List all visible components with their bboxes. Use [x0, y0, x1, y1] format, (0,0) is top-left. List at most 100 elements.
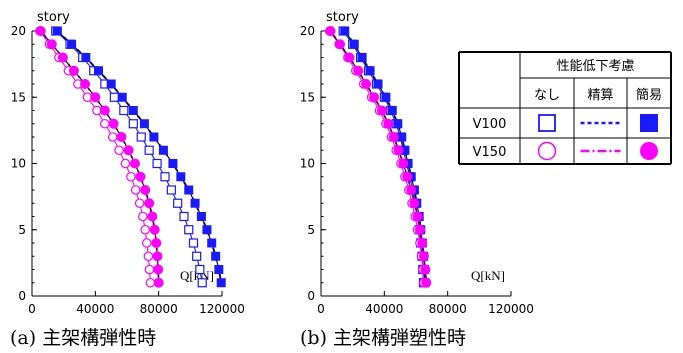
legend-row-label: V100 [473, 117, 507, 132]
chart-a-data-point [160, 172, 170, 182]
chart-a-caption: (a) 主架構弾性時 [10, 327, 156, 349]
chart-b-data-point [365, 66, 375, 76]
chart-a-data-point [151, 238, 162, 248]
chart-b-data-point [369, 92, 380, 103]
chart-a-x-tick-label: 80000 [140, 302, 178, 316]
chart-b-x-tick-label: 0 [317, 302, 325, 316]
chart-b-data-point [400, 145, 410, 155]
chart-a-data-point [144, 145, 154, 155]
chart-b-data-point [421, 277, 432, 288]
chart-b-data-point [409, 198, 420, 209]
chart-b-data-point [417, 238, 428, 248]
chart-a-data-point [140, 185, 151, 195]
chart-a-data-point [145, 277, 156, 288]
chart-b-y-tick-label: 20 [300, 24, 315, 38]
chart-b-data-point [353, 65, 364, 76]
chart-a-data-point [190, 198, 200, 208]
chart-a-data-point [168, 159, 178, 168]
chart-b-data-point [398, 158, 409, 169]
chart-a-data-point [35, 26, 46, 36]
legend-column-label: 精算 [587, 88, 613, 103]
chart-a-data-point [195, 264, 205, 275]
chart-a-data-point [57, 52, 68, 63]
chart-a-data-point [143, 251, 154, 262]
chart-a-data-point [107, 132, 118, 142]
chart-b-data-point [383, 118, 394, 129]
chart-a-data-point [114, 145, 124, 156]
chart-b-data-point [393, 119, 403, 129]
chart-a-data-point [128, 106, 138, 115]
chart-a-data-point [153, 277, 164, 288]
chart-b-data-point [361, 79, 372, 89]
chart-a-ylabel: story [37, 10, 70, 25]
chart-b-y-tick-label: 0 [307, 289, 315, 303]
chart-b-x-tick-label: 80000 [429, 302, 467, 316]
chart-b-data-point [349, 39, 359, 49]
chart-a-data-point [158, 145, 168, 155]
chart-a-data-point [106, 79, 116, 89]
legend-circle-open [537, 141, 557, 161]
chart-b-data-point [344, 52, 355, 63]
chart-a-data-point [128, 119, 138, 129]
chart-a-data-point [192, 251, 202, 261]
chart-a-data-point [116, 132, 127, 142]
chart-a-data-point [144, 198, 155, 209]
chart-b-data-point [376, 105, 387, 116]
legend-header: 性能低下考慮 [556, 59, 634, 74]
chart-b-data-point [414, 224, 425, 235]
chart-b-y-tick-label: 5 [307, 223, 315, 237]
chart-b-data-point [420, 264, 431, 275]
chart-a-data-point [67, 39, 77, 49]
legend-column-label: なし [534, 88, 560, 103]
chart-a-data-point [211, 251, 221, 261]
chart-a-data-point [152, 158, 162, 169]
chart-a-data-point [184, 185, 194, 195]
chart-a-data-point [149, 132, 159, 142]
chart-a-data-point [94, 66, 103, 76]
chart-b-caption: (b) 主架構弾塑性時 [300, 327, 466, 349]
legend-column-label: 簡易 [636, 88, 662, 103]
chart-b-ylabel: story [326, 10, 359, 25]
chart-a-data-point [141, 238, 152, 248]
chart-b-data-point [381, 92, 391, 102]
chart-a-data-point [68, 65, 79, 76]
chart-a-data-point [135, 171, 146, 182]
chart-a-data-point [119, 105, 129, 116]
chart-a-data-point [134, 198, 145, 209]
chart-b-data-point [335, 39, 345, 50]
chart-a-data-point [109, 92, 119, 102]
chart-b-data-point [373, 79, 383, 89]
chart-a-data-point [117, 92, 127, 102]
chart-b-y-tick-label: 15 [300, 90, 315, 104]
chart-a-data-point [184, 225, 194, 235]
chart-a-data-point [139, 119, 149, 129]
chart-a-data-point [81, 53, 91, 62]
chart-b-y-tick-label: 10 [300, 157, 315, 171]
chart-a-data-point [202, 225, 212, 235]
chart-b-x-tick-label: 120000 [488, 302, 534, 316]
chart-a-data-point [152, 251, 163, 262]
chart-b-series-line [330, 30, 427, 283]
chart-a-y-tick-label: 15 [11, 90, 26, 104]
legend-square-open [538, 114, 556, 132]
chart-a-data-point [100, 118, 110, 129]
chart-a-data-point [197, 278, 207, 288]
chart-a-data-point [126, 171, 136, 182]
chart-a-data-point [123, 145, 134, 156]
chart-b-x-tick-label: 40000 [365, 302, 403, 316]
chart-b-data-point [412, 211, 423, 222]
chart-b-data-point [418, 251, 429, 262]
chart-a-data-point [214, 265, 224, 274]
chart-b-series-line [329, 30, 425, 283]
chart-a-data-point [216, 278, 226, 288]
chart-a-data-point [149, 224, 160, 235]
chart-a-data-point [129, 158, 140, 169]
chart-a-data-point [138, 211, 148, 222]
chart-b-series-line [329, 30, 428, 283]
chart-a-data-point [90, 92, 101, 103]
chart-a-data-point [80, 79, 91, 89]
legend-circle-filled [640, 142, 658, 160]
